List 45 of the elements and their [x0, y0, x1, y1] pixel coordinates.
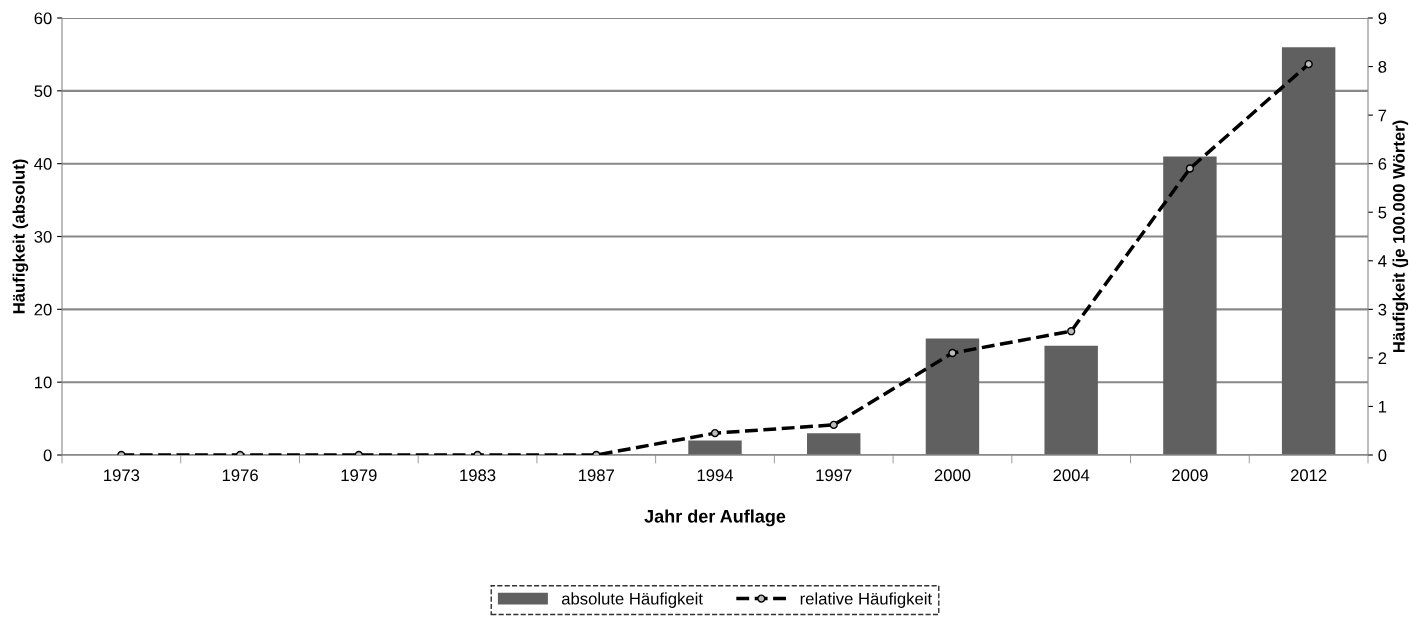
legend-label: absolute Häufigkeit — [561, 592, 703, 608]
y2-axis-title: Häufigkeit (je 100.000 Wörter) — [1392, 120, 1409, 353]
x-axis-title: Jahr der Auflage — [644, 509, 786, 527]
y2-tick-label: 5 — [1378, 206, 1387, 219]
x-tick-label: 1976 — [222, 469, 258, 482]
y-tick-label: 40 — [34, 158, 52, 170]
bar — [1163, 156, 1217, 455]
y-tick-label: 60 — [34, 12, 52, 25]
y-tick-label: 0 — [43, 449, 52, 462]
y2-tick-label: 6 — [1378, 158, 1387, 170]
x-tick-label: 2000 — [934, 469, 971, 482]
x-tick-label: 1973 — [104, 469, 140, 482]
y-axis-title: Häufigkeit (absolut) — [12, 159, 29, 314]
point — [1185, 164, 1195, 173]
x-tick-label: 2012 — [1290, 469, 1327, 482]
y2-tick-label: 7 — [1378, 109, 1387, 122]
y-tick-label: 30 — [34, 230, 52, 243]
y2-tick-label: 9 — [1378, 12, 1387, 25]
x-tick-label: 1979 — [341, 469, 377, 482]
x-tick-label: 2009 — [1172, 469, 1208, 482]
x-tick-label: 2004 — [1053, 469, 1090, 482]
point — [948, 348, 957, 358]
point — [710, 428, 720, 438]
x-tick-label: 1997 — [816, 469, 852, 482]
y2-tick-label: 0 — [1378, 449, 1387, 462]
bar — [807, 433, 861, 455]
bar — [1281, 47, 1336, 455]
y-tick-label: 20 — [34, 303, 52, 316]
y2-tick-label: 8 — [1378, 60, 1387, 73]
point — [829, 420, 838, 430]
bar — [925, 338, 980, 455]
point — [1304, 59, 1313, 69]
y2-tick-label: 1 — [1378, 401, 1387, 413]
y2-tick-label: 3 — [1378, 303, 1387, 316]
y-tick-label: 50 — [34, 85, 52, 98]
y2-tick-label: 2 — [1378, 352, 1387, 364]
y2-tick-label: 4 — [1378, 255, 1387, 267]
x-tick-label: 1983 — [460, 469, 496, 482]
y-tick-label: 10 — [35, 376, 52, 389]
bar — [688, 440, 742, 455]
point — [1067, 327, 1076, 336]
x-tick-label: 1994 — [697, 469, 734, 482]
bar — [1044, 345, 1098, 455]
legend-label: relative Häufigkeit — [800, 592, 932, 608]
x-tick-label: 1987 — [579, 469, 614, 482]
